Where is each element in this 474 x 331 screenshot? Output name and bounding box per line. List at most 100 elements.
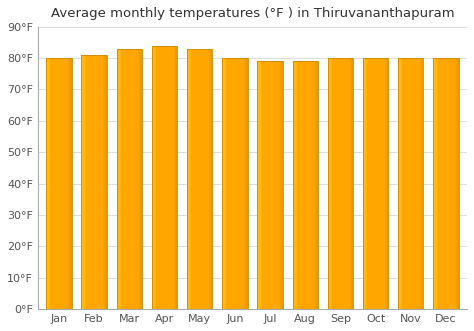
- Bar: [191, 49, 192, 309]
- Bar: [96, 55, 97, 309]
- Bar: [267, 61, 268, 309]
- Bar: [121, 49, 122, 309]
- Bar: [257, 61, 283, 309]
- Bar: [279, 61, 280, 309]
- Bar: [173, 45, 174, 309]
- Bar: [455, 58, 456, 309]
- Bar: [68, 58, 69, 309]
- Bar: [440, 58, 441, 309]
- Bar: [315, 61, 316, 309]
- Bar: [299, 61, 300, 309]
- Bar: [278, 61, 279, 309]
- Bar: [416, 58, 417, 309]
- Bar: [399, 58, 400, 309]
- Bar: [264, 61, 265, 309]
- Bar: [187, 49, 212, 309]
- Bar: [241, 58, 242, 309]
- Bar: [347, 58, 348, 309]
- Bar: [337, 58, 338, 309]
- Bar: [224, 58, 225, 309]
- Bar: [152, 45, 177, 309]
- Bar: [199, 49, 200, 309]
- Bar: [352, 58, 353, 309]
- Bar: [240, 58, 241, 309]
- Bar: [411, 58, 412, 309]
- Bar: [376, 58, 377, 309]
- Bar: [56, 58, 57, 309]
- Bar: [447, 58, 448, 309]
- Bar: [70, 58, 71, 309]
- Bar: [59, 58, 60, 309]
- Bar: [305, 61, 306, 309]
- Bar: [311, 61, 312, 309]
- Bar: [420, 58, 421, 309]
- Bar: [222, 58, 247, 309]
- Bar: [140, 49, 141, 309]
- Bar: [243, 58, 244, 309]
- Bar: [85, 55, 86, 309]
- Bar: [335, 58, 336, 309]
- Bar: [448, 58, 449, 309]
- Bar: [170, 45, 171, 309]
- Bar: [366, 58, 367, 309]
- Bar: [342, 58, 343, 309]
- Bar: [154, 45, 155, 309]
- Bar: [443, 58, 444, 309]
- Bar: [63, 58, 64, 309]
- Bar: [365, 58, 366, 309]
- Bar: [101, 55, 102, 309]
- Bar: [105, 55, 106, 309]
- Bar: [157, 45, 158, 309]
- Bar: [329, 58, 330, 309]
- Bar: [117, 49, 142, 309]
- Bar: [379, 58, 380, 309]
- Bar: [331, 58, 332, 309]
- Bar: [398, 58, 399, 309]
- Bar: [257, 61, 258, 309]
- Bar: [64, 58, 65, 309]
- Bar: [371, 58, 372, 309]
- Bar: [316, 61, 317, 309]
- Bar: [339, 58, 340, 309]
- Bar: [134, 49, 135, 309]
- Bar: [242, 58, 243, 309]
- Bar: [223, 58, 224, 309]
- Bar: [153, 45, 154, 309]
- Bar: [54, 58, 55, 309]
- Bar: [271, 61, 272, 309]
- Bar: [194, 49, 195, 309]
- Bar: [208, 49, 209, 309]
- Bar: [133, 49, 134, 309]
- Bar: [421, 58, 422, 309]
- Bar: [457, 58, 458, 309]
- Bar: [419, 58, 420, 309]
- Bar: [52, 58, 53, 309]
- Bar: [227, 58, 228, 309]
- Bar: [69, 58, 70, 309]
- Bar: [50, 58, 51, 309]
- Bar: [273, 61, 274, 309]
- Bar: [118, 49, 119, 309]
- Bar: [130, 49, 131, 309]
- Bar: [193, 49, 194, 309]
- Bar: [369, 58, 370, 309]
- Bar: [239, 58, 240, 309]
- Bar: [403, 58, 404, 309]
- Bar: [436, 58, 437, 309]
- Bar: [446, 58, 447, 309]
- Bar: [230, 58, 231, 309]
- Bar: [296, 61, 297, 309]
- Bar: [161, 45, 162, 309]
- Bar: [408, 58, 409, 309]
- Bar: [238, 58, 239, 309]
- Bar: [441, 58, 442, 309]
- Bar: [312, 61, 313, 309]
- Bar: [57, 58, 58, 309]
- Bar: [308, 61, 309, 309]
- Bar: [333, 58, 334, 309]
- Bar: [86, 55, 87, 309]
- Bar: [167, 45, 168, 309]
- Bar: [128, 49, 129, 309]
- Bar: [203, 49, 204, 309]
- Bar: [451, 58, 452, 309]
